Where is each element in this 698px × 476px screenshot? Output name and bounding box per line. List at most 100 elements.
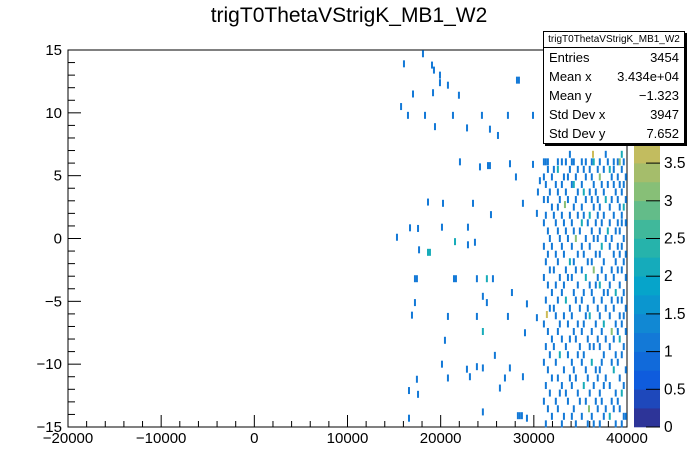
bin-mark [560,242,563,250]
bin-mark [620,296,623,304]
bin-mark [616,358,619,366]
bin-mark [413,299,416,307]
bin-mark [552,211,555,219]
bin-mark [612,250,615,258]
bin-mark [570,312,573,320]
bin-mark [614,258,617,266]
bin-mark [407,387,410,395]
bin-mark [624,219,627,227]
bin-mark [596,304,599,312]
bin-mark [612,335,615,343]
bin-mark [440,223,443,231]
x-tick-label: 30000 [513,430,555,447]
x-tick-label: 20000 [420,430,462,447]
bin-mark [562,173,565,181]
bin-mark [570,180,573,188]
bin-mark [574,296,577,304]
bin-mark [600,266,603,274]
bin-mark [440,360,443,368]
bin-mark [622,258,625,266]
bin-mark [428,248,431,256]
bin-mark [466,124,469,132]
bin-mark [598,389,601,397]
bin-mark [622,180,625,188]
bin-mark [562,366,565,374]
bin-mark [572,405,575,413]
bin-mark [550,335,553,343]
bin-mark [498,384,501,392]
bin-mark [588,242,591,250]
bin-mark [481,327,484,335]
bin-mark [552,343,555,351]
bin-mark [592,158,595,166]
bin-mark [622,312,625,320]
bin-mark [576,188,579,196]
y-tick-label: −15 [37,419,62,436]
palette-band [634,143,660,164]
bin-mark [550,412,553,420]
bin-mark [598,173,601,181]
bin-mark [594,281,597,289]
bin-mark [544,158,547,166]
bin-mark [582,382,585,390]
bin-mark [608,219,611,227]
bin-mark [620,320,623,328]
palette-tick-label: 1 [664,344,673,361]
bin-mark [602,188,605,196]
bin-mark [620,242,623,250]
bin-mark [558,235,561,242]
palette-tick-label: 0 [664,419,673,436]
bin-mark [582,250,585,258]
bin-mark [478,163,481,171]
stats-row: Mean x 3.434e+04 [544,67,684,86]
bin-mark [572,203,575,211]
bin-mark [556,258,559,266]
bin-mark [480,111,483,119]
bin-mark [475,312,478,320]
stats-value: 7.652 [646,126,679,141]
bin-mark [566,320,569,328]
bin-mark [446,374,449,382]
bin-mark [473,238,476,246]
bin-mark [421,50,424,58]
stats-value: 3947 [650,107,679,122]
bin-mark [506,111,509,119]
bin-mark [556,327,559,335]
stats-label: Entries [549,50,590,65]
bin-mark [546,165,549,173]
bin-mark [465,365,468,373]
bin-mark [562,412,565,420]
bin-mark [572,258,575,266]
y-tick-label: 0 [54,231,62,248]
bin-mark [604,273,607,281]
bin-mark [564,188,567,196]
bin-mark [395,233,398,241]
bin-mark [600,180,603,188]
x-tick-label: 10000 [327,430,369,447]
bin-mark [606,180,609,188]
bin-mark [588,389,591,397]
bin-mark [468,373,471,381]
bin-mark [554,219,557,227]
bin-mark [572,289,575,297]
bin-mark [570,358,573,366]
bin-mark [566,397,569,405]
bin-mark [558,196,561,204]
bin-mark [580,242,583,250]
bin-mark [550,374,553,382]
bin-mark [568,211,571,219]
bin-mark [586,258,589,266]
bin-mark [552,266,555,274]
bin-mark [564,343,567,351]
bin-mark [578,397,581,405]
bin-mark [582,289,585,297]
bin-mark [618,227,621,235]
bin-mark [488,125,491,133]
bin-mark [572,327,575,335]
bin-mark [570,412,573,420]
bin-mark [406,111,409,119]
bin-mark [546,327,549,335]
palette-band [634,257,660,277]
bin-mark [550,173,553,181]
